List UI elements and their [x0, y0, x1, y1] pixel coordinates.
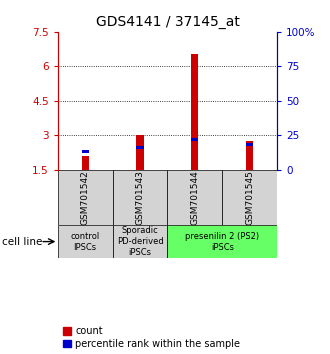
Bar — [222, 170, 277, 225]
Text: GSM701545: GSM701545 — [245, 170, 254, 225]
Text: GSM701544: GSM701544 — [190, 170, 199, 224]
Bar — [82, 150, 89, 153]
Bar — [246, 143, 253, 146]
Text: GSM701543: GSM701543 — [136, 170, 145, 225]
Bar — [168, 225, 277, 258]
Bar — [137, 135, 144, 170]
Bar — [58, 225, 113, 258]
Bar — [246, 141, 253, 170]
Bar — [191, 138, 198, 141]
Legend: count, percentile rank within the sample: count, percentile rank within the sample — [63, 326, 240, 349]
Title: GDS4141 / 37145_at: GDS4141 / 37145_at — [96, 16, 239, 29]
Text: control
IPSCs: control IPSCs — [71, 232, 100, 252]
Text: Sporadic
PD-derived
iPSCs: Sporadic PD-derived iPSCs — [117, 226, 163, 257]
Text: presenilin 2 (PS2)
iPSCs: presenilin 2 (PS2) iPSCs — [185, 232, 259, 252]
Bar — [58, 170, 113, 225]
Bar — [113, 225, 168, 258]
Bar — [168, 170, 222, 225]
Text: cell line: cell line — [2, 236, 42, 247]
Text: GSM701542: GSM701542 — [81, 170, 90, 224]
Bar — [113, 170, 168, 225]
Bar — [82, 156, 89, 170]
Bar — [191, 54, 198, 170]
Bar — [137, 146, 144, 149]
